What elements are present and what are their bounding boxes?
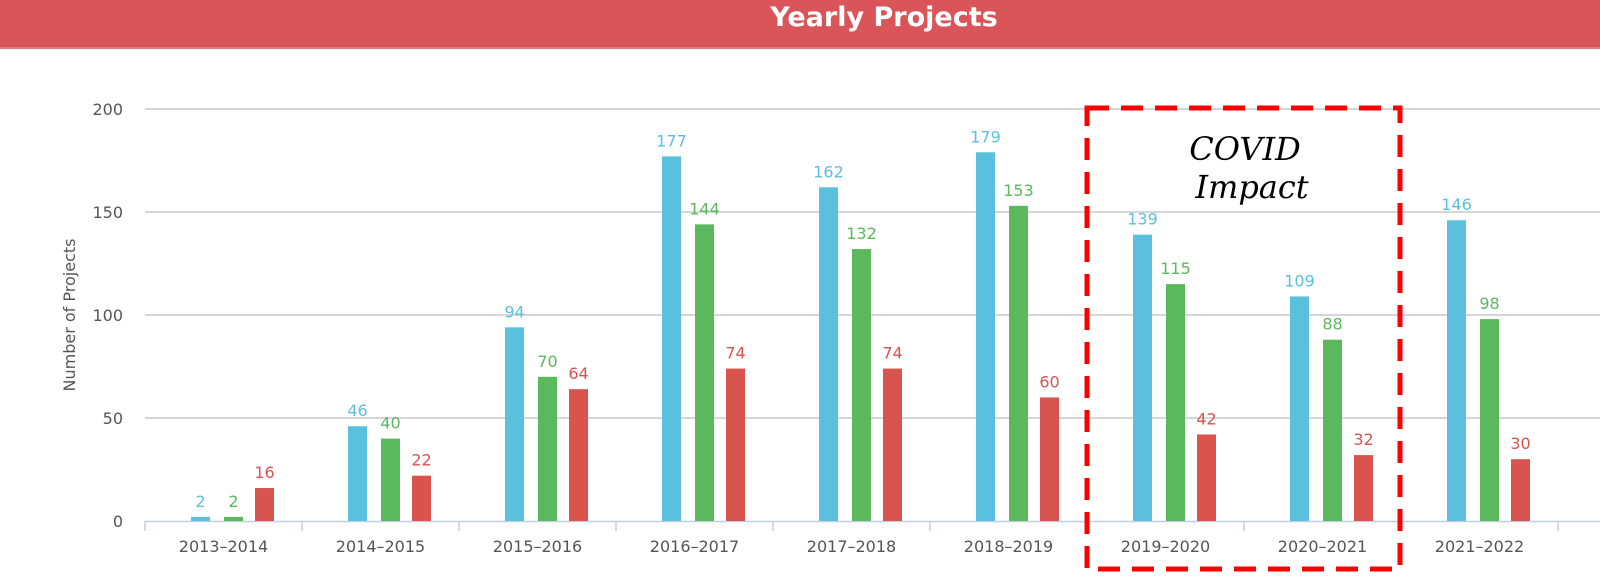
- data-label: 2: [195, 492, 205, 511]
- bar: [255, 488, 274, 521]
- x-tick-label: 2013–2014: [179, 537, 268, 556]
- x-tick-label: 2019–2020: [1121, 537, 1210, 556]
- bar: [1197, 434, 1216, 521]
- bar: [1133, 234, 1152, 521]
- bar: [1290, 296, 1309, 521]
- x-tick-label: 2017–2018: [807, 537, 896, 556]
- x-tick-label: 2018–2019: [964, 537, 1053, 556]
- y-tick-label: 0: [113, 512, 123, 531]
- data-label: 115: [1160, 259, 1191, 278]
- bar: [1447, 220, 1466, 522]
- x-tick-label: 2015–2016: [493, 537, 582, 556]
- bar: [412, 475, 431, 521]
- data-label: 74: [882, 344, 902, 363]
- data-label: 132: [846, 224, 877, 243]
- chart-title: Yearly Projects: [0, 0, 1600, 49]
- data-label: 16: [254, 463, 274, 482]
- data-label: 22: [411, 451, 431, 470]
- annotation-text: COVID: [1189, 130, 1301, 168]
- data-label: 162: [813, 162, 844, 181]
- data-label: 74: [725, 344, 745, 363]
- data-label: 98: [1479, 294, 1499, 313]
- data-label: 30: [1510, 434, 1530, 453]
- bar: [1480, 319, 1499, 521]
- y-axis-title: Number of Projects: [60, 239, 79, 392]
- x-tick-label: 2021–2022: [1435, 537, 1524, 556]
- bar: [381, 438, 400, 521]
- data-label: 146: [1441, 195, 1472, 214]
- data-label: 139: [1127, 210, 1158, 229]
- bar: [1323, 339, 1342, 521]
- bar: [726, 368, 745, 521]
- bar: [191, 516, 210, 521]
- bar: [1166, 284, 1185, 521]
- x-tick-label: 2014–2015: [336, 537, 425, 556]
- bar: [1354, 455, 1373, 521]
- data-label: 64: [568, 364, 588, 383]
- covid-annotation-box: [1084, 105, 1403, 572]
- bar: [695, 224, 714, 522]
- y-tick-label: 150: [92, 203, 123, 222]
- y-tick-label: 100: [92, 306, 123, 325]
- data-label: 94: [504, 302, 524, 321]
- data-label: 177: [656, 131, 687, 150]
- chart-title-text: Yearly Projects: [770, 2, 998, 33]
- data-label: 88: [1322, 315, 1342, 334]
- bar: [1040, 397, 1059, 521]
- data-label: 109: [1284, 271, 1315, 290]
- x-tick-label: 2016–2017: [650, 537, 739, 556]
- bar: [1009, 205, 1028, 521]
- bar: [976, 152, 995, 521]
- bar: [505, 327, 524, 521]
- data-label: 179: [970, 127, 1001, 146]
- x-tick-label: 2020–2021: [1278, 537, 1367, 556]
- y-tick-label: 200: [92, 100, 123, 119]
- bar: [662, 156, 681, 521]
- annotation-text: Impact: [1194, 168, 1308, 206]
- data-label: 144: [689, 199, 720, 218]
- bar: [852, 249, 871, 521]
- data-label: 70: [537, 352, 557, 371]
- data-label: 46: [347, 401, 367, 420]
- bar: [348, 426, 367, 521]
- data-label: 40: [380, 414, 400, 433]
- data-label: 60: [1039, 372, 1059, 391]
- bar: [883, 368, 902, 521]
- data-label: 42: [1196, 409, 1216, 428]
- bar: [569, 389, 588, 521]
- data-label: 2: [228, 492, 238, 511]
- bar: [819, 187, 838, 521]
- bar: [1511, 459, 1530, 521]
- data-label: 153: [1003, 181, 1034, 200]
- data-label: 32: [1353, 430, 1373, 449]
- bar: [538, 376, 557, 521]
- bar: [224, 516, 243, 521]
- y-tick-label: 50: [103, 409, 123, 428]
